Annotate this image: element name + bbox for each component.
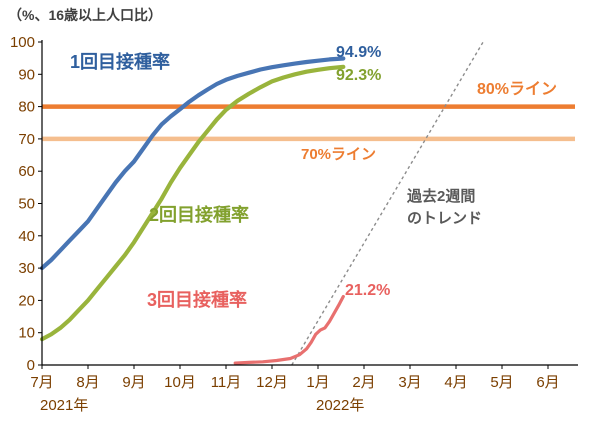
x-tick-label: 4月 bbox=[444, 374, 467, 391]
year-label: 2022年 bbox=[316, 397, 364, 414]
x-tick-label: 11月 bbox=[211, 374, 242, 391]
end-value-dose2: 92.3% bbox=[336, 67, 382, 84]
reference-label-70: 70%ライン bbox=[301, 146, 377, 163]
x-tick-label: 12月 bbox=[256, 374, 288, 391]
x-tick-label: 10月 bbox=[164, 374, 196, 391]
end-value-dose3: 21.2% bbox=[345, 282, 391, 299]
series-line-2 bbox=[39, 64, 346, 342]
y-tick-label: 40 bbox=[18, 228, 35, 245]
x-tick-label: 7月 bbox=[30, 374, 53, 391]
series-label-dose3: 3回目接種率 bbox=[147, 290, 248, 310]
y-tick-label: 70 bbox=[18, 131, 35, 148]
series-label-dose2: 2回目接種率 bbox=[149, 205, 250, 225]
x-tick-label: 3月 bbox=[398, 374, 421, 391]
reference-label-80: 80%ライン bbox=[477, 81, 558, 98]
x-tick-label: 2月 bbox=[352, 374, 375, 391]
y-tick-label: 50 bbox=[18, 196, 35, 213]
y-tick-label: 100 bbox=[10, 34, 35, 51]
end-value-dose1: 94.9% bbox=[336, 44, 382, 61]
x-tick-label: 1月 bbox=[306, 374, 329, 391]
chart-title: （%、16歳以上人口比） bbox=[8, 7, 163, 23]
y-tick-label: 60 bbox=[18, 163, 35, 180]
x-tick-label: 6月 bbox=[536, 374, 559, 391]
series-label-dose1: 1回目接種率 bbox=[70, 52, 171, 72]
y-tick-label: 10 bbox=[18, 325, 35, 342]
y-tick-label: 90 bbox=[18, 66, 35, 83]
y-tick-label: 80 bbox=[18, 99, 35, 116]
x-tick-label: 8月 bbox=[76, 374, 99, 391]
trend-label-line1: 過去2週間 bbox=[407, 188, 476, 205]
y-tick-label: 20 bbox=[18, 292, 35, 309]
trend-label-line2: のトレンド bbox=[407, 210, 483, 227]
x-tick-label: 5月 bbox=[490, 374, 513, 391]
series-line-3 bbox=[233, 294, 345, 365]
year-label: 2021年 bbox=[40, 397, 88, 414]
y-tick-label: 0 bbox=[27, 357, 35, 374]
trend-line bbox=[291, 41, 484, 366]
series-line-1 bbox=[39, 56, 346, 271]
y-tick-label: 30 bbox=[18, 260, 35, 277]
x-tick-label: 9月 bbox=[122, 374, 145, 391]
